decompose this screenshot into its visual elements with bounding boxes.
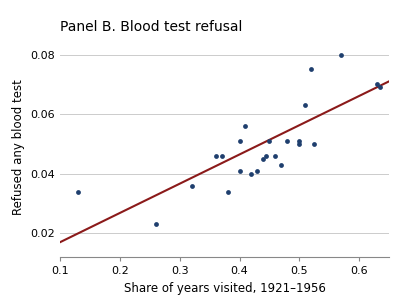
Point <box>219 153 225 158</box>
Point <box>75 189 81 194</box>
Point <box>236 139 243 144</box>
Point <box>224 189 231 194</box>
Point <box>278 162 285 167</box>
Point <box>302 103 308 108</box>
Point <box>188 183 195 188</box>
Point <box>254 168 261 173</box>
Point <box>248 171 255 176</box>
Point <box>260 156 267 161</box>
Point <box>272 153 279 158</box>
Point <box>263 153 269 158</box>
Point <box>338 52 344 57</box>
Point <box>266 139 273 144</box>
Point <box>213 153 219 158</box>
Point <box>311 141 318 146</box>
Y-axis label: Refused any blood test: Refused any blood test <box>12 79 25 215</box>
Point <box>296 139 302 144</box>
Point <box>374 82 380 87</box>
Point <box>153 222 159 227</box>
Point <box>236 168 243 173</box>
Point <box>377 85 383 90</box>
Point <box>308 67 314 72</box>
Point <box>242 124 249 129</box>
X-axis label: Share of years visited, 1921–1956: Share of years visited, 1921–1956 <box>124 282 326 295</box>
Point <box>284 139 291 144</box>
Text: Panel B. Blood test refusal: Panel B. Blood test refusal <box>60 20 243 34</box>
Point <box>296 141 302 146</box>
